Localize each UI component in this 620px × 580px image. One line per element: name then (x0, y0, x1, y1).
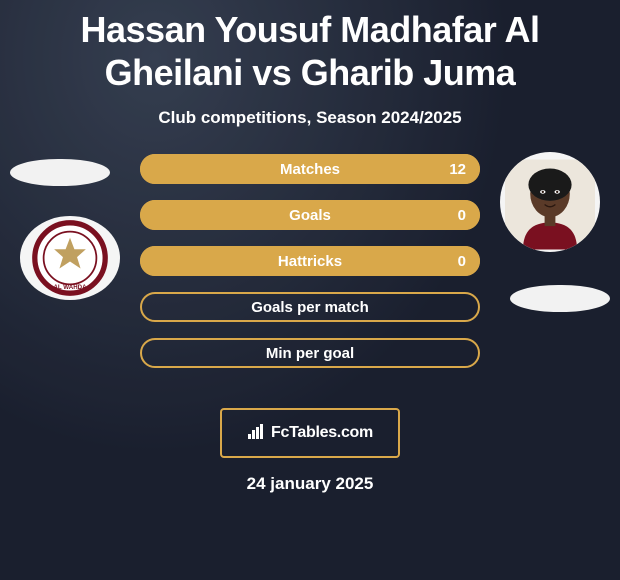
bar-label: Goals (289, 207, 331, 224)
bar-right-value: 12 (449, 161, 466, 178)
comparison-panel: AL WAHDA (0, 158, 620, 388)
stat-bar-goals-per-match: Goals per match (140, 292, 480, 322)
infographic-content: Hassan Yousuf Madhafar Al Gheilani vs Gh… (0, 0, 620, 580)
bar-right-value: 0 (458, 253, 466, 270)
bar-label: Matches (280, 161, 340, 178)
bar-right-value: 0 (458, 207, 466, 224)
subtitle: Club competitions, Season 2024/2025 (0, 108, 620, 128)
svg-text:AL WAHDA: AL WAHDA (53, 284, 87, 291)
player-photo (500, 152, 600, 252)
stat-bar-hattricks: Hattricks 0 (140, 246, 480, 276)
bar-label: Goals per match (251, 299, 369, 316)
date-text: 24 january 2025 (0, 474, 620, 494)
stat-bar-matches: Matches 12 (140, 154, 480, 184)
site-badge: FcTables.com (220, 408, 400, 458)
right-player-avatar (500, 152, 600, 252)
stat-bars: Matches 12 Goals 0 Hattricks 0 Goals per… (140, 154, 480, 368)
left-placeholder-ellipse (10, 159, 110, 186)
stat-bar-min-per-goal: Min per goal (140, 338, 480, 368)
bar-label: Min per goal (266, 345, 354, 362)
right-placeholder-ellipse (510, 285, 610, 312)
bar-label: Hattricks (278, 253, 342, 270)
page-title: Hassan Yousuf Madhafar Al Gheilani vs Gh… (0, 0, 620, 98)
bar-chart-icon (247, 424, 265, 443)
club-badge-icon: AL WAHDA (20, 216, 120, 300)
stat-bar-goals: Goals 0 (140, 200, 480, 230)
left-club-avatar: AL WAHDA (20, 216, 120, 300)
site-name: FcTables.com (271, 424, 373, 442)
